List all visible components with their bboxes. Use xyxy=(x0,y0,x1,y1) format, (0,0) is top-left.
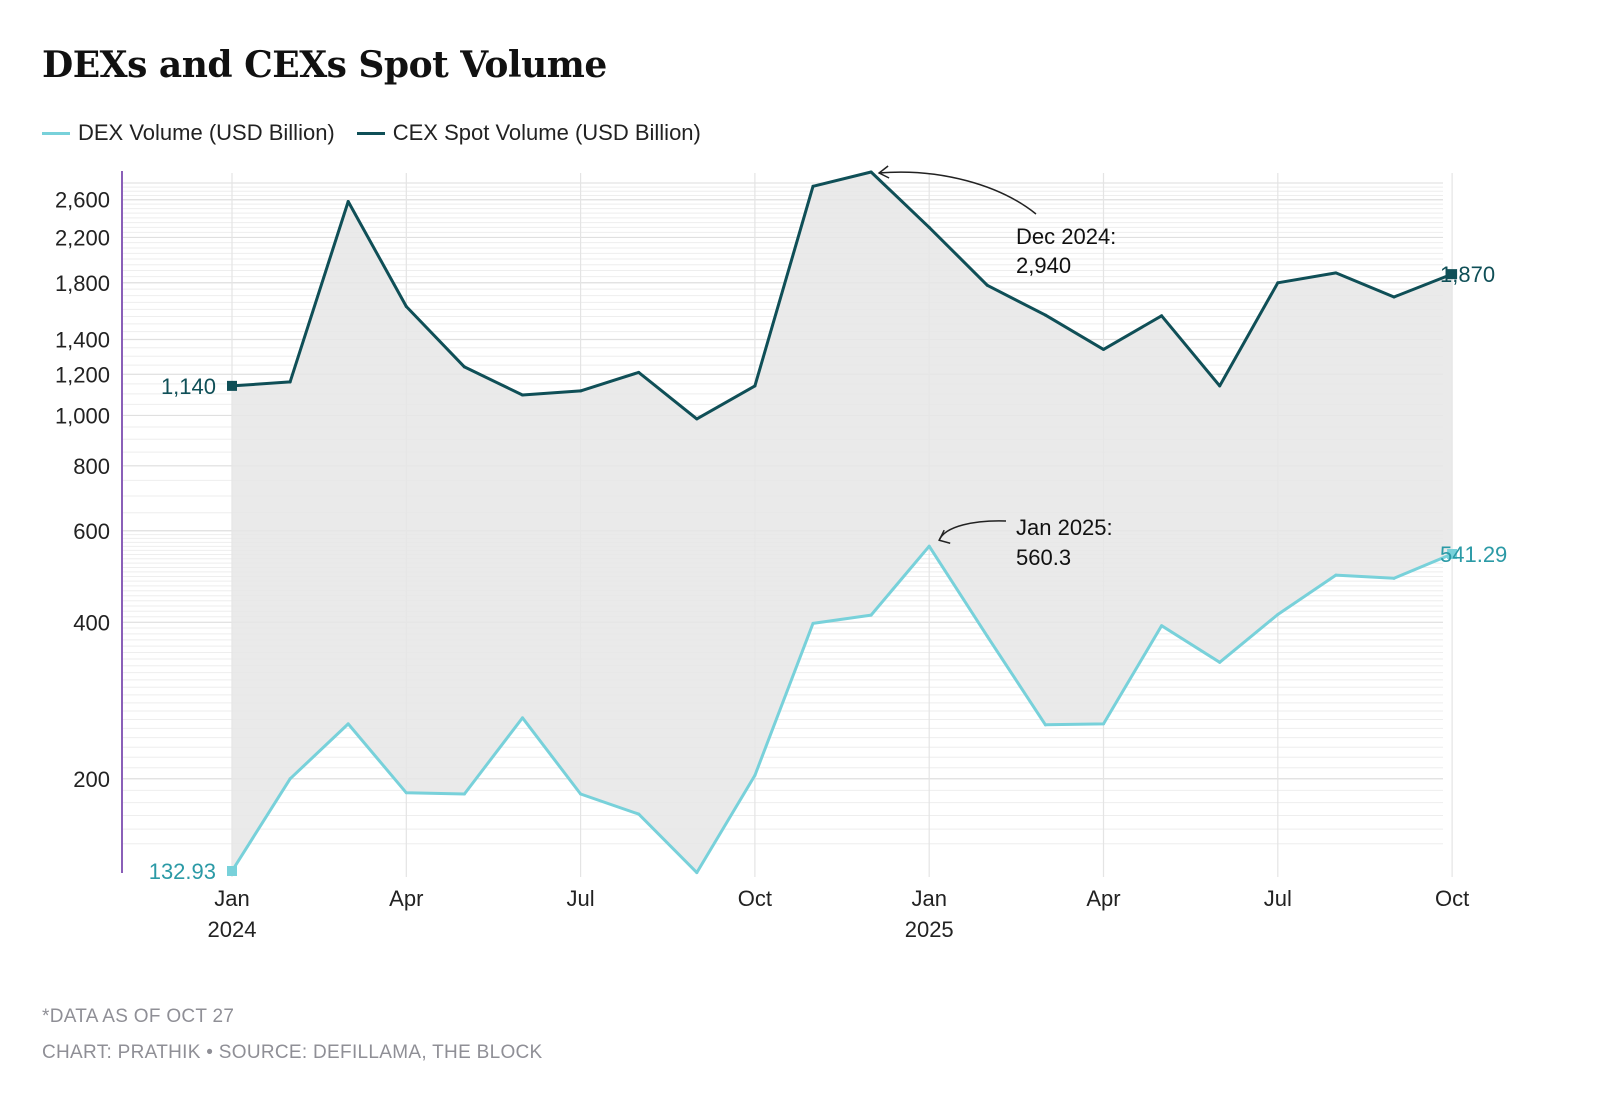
dex-point xyxy=(288,777,292,781)
dex-point xyxy=(1334,573,1338,577)
chart-title: DEXs and CEXs Spot Volume xyxy=(42,44,607,86)
dex-point xyxy=(404,791,408,795)
cex-point xyxy=(1043,313,1047,317)
legend-label-cex: CEX Spot Volume (USD Billion) xyxy=(392,120,701,145)
cex-point xyxy=(811,184,815,188)
dex-point xyxy=(637,812,641,816)
y-tick-label: 1,000 xyxy=(55,403,110,428)
cex-point xyxy=(1276,281,1280,285)
cex-point xyxy=(1392,295,1396,299)
dex-point xyxy=(753,773,757,777)
x-tick-label: Jan xyxy=(911,886,946,911)
y-tick-label: 1,400 xyxy=(55,327,110,352)
cex-point xyxy=(579,389,583,393)
dex-point xyxy=(521,716,524,720)
cex-point xyxy=(869,170,873,174)
annotation-arrowhead-jan-2025 xyxy=(938,529,951,544)
annotation-jan-2025-title: Jan 2025: xyxy=(1016,515,1113,540)
dex-end-label: 541.29 xyxy=(1440,542,1507,567)
y-tick-label: 2,200 xyxy=(55,225,110,250)
x-tick-label: Jan xyxy=(214,886,249,911)
legend-swatch-cex xyxy=(356,131,385,135)
x-tick-label: Oct xyxy=(738,886,772,911)
dex-line xyxy=(230,544,1454,875)
cex-point xyxy=(521,393,524,397)
dex-point xyxy=(1043,723,1047,727)
y-tick-label: 200 xyxy=(73,767,110,792)
dex-start-label: 132.93 xyxy=(149,859,216,884)
dex-point xyxy=(985,634,989,638)
cex-end-marker xyxy=(1447,269,1458,280)
dex-point xyxy=(1160,624,1164,628)
annotation-dec-2024-title: Dec 2024: xyxy=(1016,224,1116,249)
dex-point xyxy=(695,871,699,875)
cex-point xyxy=(1102,347,1105,351)
cex-point xyxy=(927,225,931,229)
dex-point xyxy=(1218,660,1222,664)
cex-point xyxy=(695,417,699,421)
data-note: *DATA AS OF OCT 27 xyxy=(42,1006,235,1027)
cex-point xyxy=(985,283,989,287)
cex-point xyxy=(1160,314,1164,318)
y-tick-label: 1,800 xyxy=(55,271,110,296)
y-tick-label: 1,200 xyxy=(55,362,110,387)
cex-line xyxy=(230,170,1454,421)
annotation-jan-2025-value: 560.3 xyxy=(1016,545,1071,570)
y-tick-label: 400 xyxy=(73,610,110,635)
legend-swatch-dex xyxy=(42,131,70,135)
y-tick-label: 600 xyxy=(73,519,110,544)
x-tick-label: Apr xyxy=(1086,886,1120,911)
cex-point xyxy=(288,380,292,384)
dex-point xyxy=(1276,613,1280,617)
cex-point xyxy=(1334,271,1338,275)
dex-point xyxy=(811,621,815,625)
cex-point xyxy=(637,370,641,374)
x-tick-sublabel: 2025 xyxy=(905,917,954,942)
y-tick-label: 2,600 xyxy=(55,188,110,213)
cex-point xyxy=(753,384,757,388)
cex-end-label: 1,870 xyxy=(1440,262,1495,287)
legend-item-dex: DEX Volume (USD Billion) xyxy=(42,120,335,146)
cex-point xyxy=(404,305,408,309)
cex-point xyxy=(1218,384,1222,388)
dex-point xyxy=(1102,722,1105,726)
cex-start-marker xyxy=(227,380,237,391)
x-tick-sublabel: 2024 xyxy=(208,917,257,942)
y-tick-label: 800 xyxy=(73,454,110,479)
cex-start-label: 1,140 xyxy=(161,374,216,399)
x-tick-label: Jul xyxy=(567,886,595,911)
x-tick-label: Jul xyxy=(1264,886,1292,911)
annotation-arrow-dec-2024 xyxy=(879,171,1037,215)
legend: DEX Volume (USD Billion) CEX Spot Volume… xyxy=(42,120,723,146)
dex-point xyxy=(346,722,350,726)
legend-label-dex: DEX Volume (USD Billion) xyxy=(78,120,335,145)
source-credit: CHART: PRATHIK • SOURCE: DEFILLAMA, THE … xyxy=(42,1042,543,1063)
dex-point xyxy=(462,792,466,796)
annotation-dec-2024-value: 2,940 xyxy=(1016,253,1071,278)
cex-point xyxy=(346,199,350,203)
annotation-arrowhead-dec-2024 xyxy=(877,165,890,179)
dex-point xyxy=(927,544,931,548)
area-between-series xyxy=(232,172,1453,873)
legend-item-cex: CEX Spot Volume (USD Billion) xyxy=(356,120,701,146)
x-tick-label: Apr xyxy=(389,886,423,911)
dex-end-marker xyxy=(1447,549,1458,560)
dex-point xyxy=(869,613,873,617)
x-tick-label: Oct xyxy=(1435,886,1469,911)
dex-point xyxy=(1392,576,1396,580)
dex-start-marker xyxy=(227,866,237,876)
dex-point xyxy=(579,792,583,796)
cex-point xyxy=(462,365,466,369)
